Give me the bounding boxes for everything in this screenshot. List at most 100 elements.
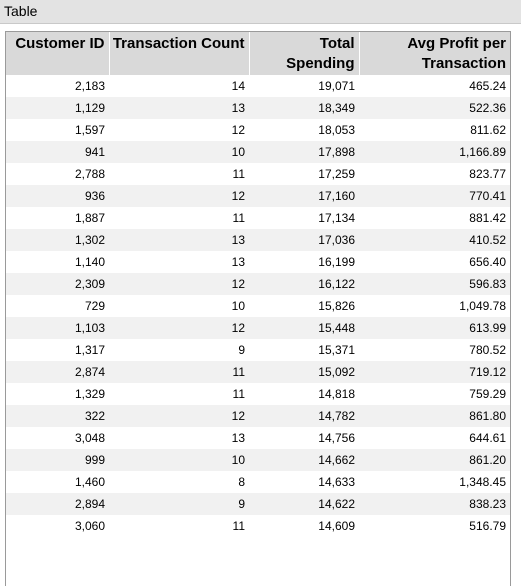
cell-transaction-count: 12 [109, 405, 249, 427]
cell-transaction-count: 12 [109, 273, 249, 295]
cell-avg-profit: 644.61 [469, 431, 506, 445]
cell-customer-id: 2,183 [74, 79, 105, 93]
cell-transaction-count: 8 [238, 475, 245, 489]
cell-avg-profit: 811.62 [470, 123, 506, 137]
table-container[interactable]: Customer ID Transaction Count Total Spen… [5, 31, 511, 586]
table-row[interactable]: 936 12 17,160 770.41 [6, 185, 510, 207]
cell-transaction-count: 9 [238, 343, 245, 357]
cell-customer-id: 1,329 [74, 387, 105, 401]
cell-avg-profit: 759.29 [469, 387, 506, 401]
cell-customer-id: 3,048 [74, 431, 105, 445]
cell-total-spending: 14,756 [318, 431, 355, 445]
cell-avg-profit: 861.80 [359, 405, 510, 427]
table-row[interactable]: 1,329 11 14,818 759.29 [6, 383, 510, 405]
cell-avg-profit: 881.42 [469, 211, 506, 225]
cell-transaction-count: 9 [109, 493, 249, 515]
cell-avg-profit: 823.77 [469, 167, 506, 181]
cell-avg-profit: 410.52 [359, 229, 510, 251]
cell-transaction-count: 12 [109, 317, 249, 339]
table-row[interactable]: 729 10 15,826 1,049.78 [6, 295, 510, 317]
table-row[interactable]: 1,129 13 18,349 522.36 [6, 97, 510, 119]
cell-transaction-count: 11 [109, 361, 249, 383]
cell-transaction-count: 14 [231, 79, 245, 93]
cell-customer-id: 1,140 [74, 255, 105, 269]
table-row[interactable]: 1,103 12 15,448 613.99 [6, 317, 510, 339]
table-row[interactable]: 1,460 8 14,633 1,348.45 [6, 471, 510, 493]
column-header-total-spending[interactable]: Total Spending [249, 32, 360, 75]
header-row: Customer ID Transaction Count Total Spen… [6, 32, 510, 75]
cell-customer-id: 2,788 [74, 167, 105, 181]
table-row[interactable]: 941 10 17,898 1,166.89 [6, 141, 510, 163]
cell-customer-id: 936 [6, 185, 109, 207]
cell-total-spending: 15,448 [249, 317, 359, 339]
cell-total-spending: 17,134 [318, 211, 355, 225]
cell-total-spending: 15,371 [318, 343, 355, 357]
table-row[interactable]: 322 12 14,782 861.80 [6, 405, 510, 427]
cell-customer-id: 941 [6, 141, 109, 163]
cell-total-spending: 16,122 [249, 273, 359, 295]
cell-transaction-count: 11 [232, 167, 245, 181]
cell-transaction-count: 11 [232, 387, 245, 401]
table-row[interactable]: 1,887 11 17,134 881.42 [6, 207, 510, 229]
cell-customer-id: 2,309 [6, 273, 109, 295]
cell-customer-id: 1,460 [74, 475, 105, 489]
cell-customer-id: 322 [6, 405, 109, 427]
cell-transaction-count: 13 [109, 97, 249, 119]
cell-avg-profit: 770.41 [359, 185, 510, 207]
cell-transaction-count: 12 [109, 185, 249, 207]
cell-transaction-count: 10 [231, 299, 245, 313]
cell-total-spending: 17,160 [249, 185, 359, 207]
cell-avg-profit: 516.79 [469, 519, 506, 533]
cell-transaction-count: 10 [109, 141, 249, 163]
cell-transaction-count: 13 [231, 431, 245, 445]
cell-total-spending: 17,036 [249, 229, 359, 251]
table-row[interactable]: 2,309 12 16,122 596.83 [6, 273, 510, 295]
cell-total-spending: 14,633 [318, 475, 355, 489]
cell-avg-profit: 1,348.45 [459, 475, 506, 489]
cell-customer-id: 729 [84, 299, 105, 313]
cell-avg-profit: 1,049.78 [459, 299, 506, 313]
cell-avg-profit: 656.40 [469, 255, 506, 269]
table-row[interactable]: 2,874 11 15,092 719.12 [6, 361, 510, 383]
table-row[interactable]: 2,183 14 19,071 465.24 [6, 75, 510, 97]
table-row[interactable]: 999 10 14,662 861.20 [6, 449, 510, 471]
table-row[interactable]: 1,597 12 18,053 811.62 [6, 119, 510, 141]
cell-avg-profit: 719.12 [359, 361, 510, 383]
cell-customer-id: 2,874 [6, 361, 109, 383]
table-row[interactable]: 3,060 11 14,609 516.79 [6, 515, 510, 537]
table-row[interactable]: 3,048 13 14,756 644.61 [6, 427, 510, 449]
cell-customer-id: 1,103 [6, 317, 109, 339]
cell-transaction-count: 13 [109, 229, 249, 251]
cell-customer-id: 1,597 [74, 123, 105, 137]
cell-total-spending: 16,199 [318, 255, 355, 269]
table-body: 2,183 14 19,071 465.24 1,129 13 18,349 522.36 1,… [6, 75, 510, 537]
cell-avg-profit: 838.23 [359, 493, 510, 515]
cell-total-spending: 15,092 [249, 361, 359, 383]
table-row[interactable]: 1,140 13 16,199 656.40 [6, 251, 510, 273]
panel-title: Table [0, 0, 521, 24]
cell-total-spending: 18,349 [249, 97, 359, 119]
cell-total-spending: 15,826 [318, 299, 355, 313]
table-row[interactable]: 1,317 9 15,371 780.52 [6, 339, 510, 361]
column-header-customer-id[interactable]: Customer ID [6, 32, 110, 75]
cell-total-spending: 17,898 [249, 141, 359, 163]
cell-avg-profit: 596.83 [359, 273, 510, 295]
column-header-transaction-count[interactable]: Transaction Count [109, 32, 250, 75]
cell-avg-profit: 465.24 [469, 79, 506, 93]
cell-avg-profit: 861.20 [359, 449, 510, 471]
column-header-avg-profit[interactable]: Avg Profit per Transaction [359, 32, 510, 75]
cell-customer-id: 1,887 [74, 211, 105, 225]
cell-total-spending: 17,259 [318, 167, 355, 181]
table-row[interactable]: 1,302 13 17,036 410.52 [6, 229, 510, 251]
cell-total-spending: 14,782 [249, 405, 359, 427]
table-row[interactable]: 2,788 11 17,259 823.77 [6, 163, 510, 185]
cell-transaction-count: 11 [232, 211, 245, 225]
cell-total-spending: 14,622 [249, 493, 359, 515]
cell-total-spending: 14,609 [318, 519, 355, 533]
table-row[interactable]: 2,894 9 14,622 838.23 [6, 493, 510, 515]
cell-customer-id: 1,302 [6, 229, 109, 251]
cell-transaction-count: 13 [231, 255, 245, 269]
cell-avg-profit: 1,166.89 [359, 141, 510, 163]
cell-customer-id: 1,129 [6, 97, 109, 119]
